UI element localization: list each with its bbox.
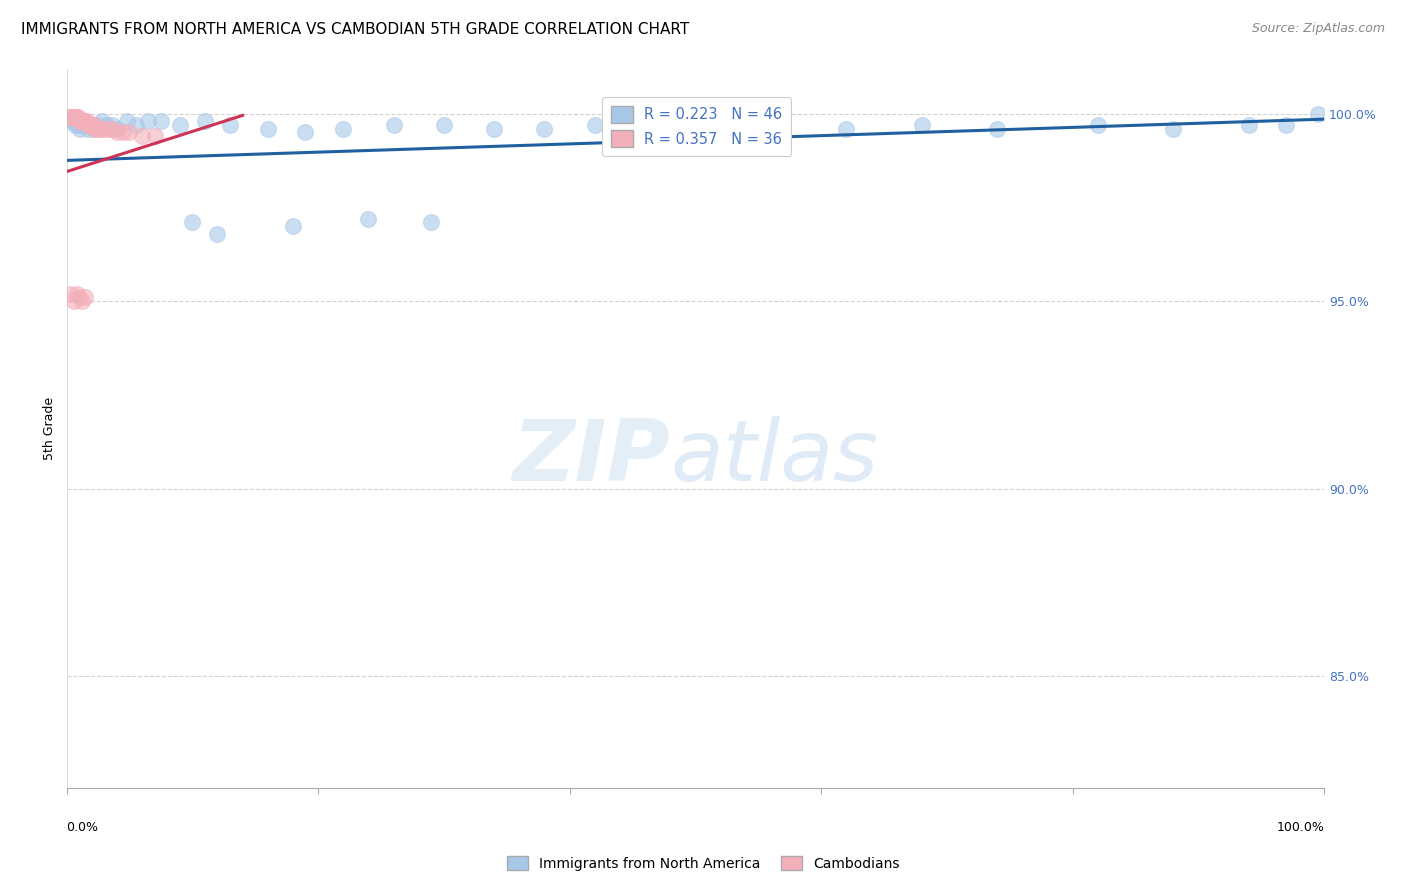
- Y-axis label: 5th Grade: 5th Grade: [44, 397, 56, 460]
- Point: [482, 121, 505, 136]
- Point: [77, 118, 100, 132]
- Point: [70, 293, 93, 308]
- Point: [1161, 121, 1184, 136]
- Point: [420, 215, 443, 229]
- Point: [105, 121, 128, 136]
- Point: [66, 118, 89, 132]
- Point: [58, 110, 80, 124]
- Legend: R = 0.223   N = 46, R = 0.357   N = 36: R = 0.223 N = 46, R = 0.357 N = 36: [602, 97, 792, 156]
- Point: [76, 114, 98, 128]
- Point: [70, 114, 93, 128]
- Point: [67, 114, 90, 128]
- Point: [77, 118, 100, 132]
- Point: [101, 118, 124, 132]
- Point: [79, 118, 101, 132]
- Point: [207, 227, 229, 241]
- Point: [96, 118, 118, 132]
- Point: [67, 290, 90, 304]
- Point: [685, 118, 707, 132]
- Point: [77, 121, 100, 136]
- Point: [986, 121, 1008, 136]
- Point: [84, 121, 107, 136]
- Point: [583, 118, 606, 132]
- Point: [87, 121, 110, 136]
- Point: [136, 114, 159, 128]
- Point: [60, 110, 83, 124]
- Point: [194, 114, 217, 128]
- Point: [72, 114, 94, 128]
- Point: [609, 118, 631, 132]
- Point: [125, 118, 148, 132]
- Point: [75, 290, 97, 304]
- Point: [72, 114, 94, 128]
- Point: [105, 125, 128, 139]
- Point: [115, 114, 138, 128]
- Point: [219, 118, 242, 132]
- Point: [65, 110, 87, 124]
- Point: [87, 118, 110, 132]
- Point: [59, 110, 82, 124]
- Point: [65, 286, 87, 301]
- Point: [62, 114, 84, 128]
- Point: [382, 118, 405, 132]
- Point: [1306, 106, 1329, 120]
- Point: [281, 219, 304, 233]
- Point: [332, 121, 354, 136]
- Point: [131, 128, 153, 143]
- Point: [89, 121, 111, 136]
- Point: [759, 118, 782, 132]
- Point: [101, 121, 124, 136]
- Point: [169, 118, 191, 132]
- Text: IMMIGRANTS FROM NORTH AMERICA VS CAMBODIAN 5TH GRADE CORRELATION CHART: IMMIGRANTS FROM NORTH AMERICA VS CAMBODI…: [21, 22, 689, 37]
- Point: [65, 110, 87, 124]
- Point: [83, 118, 105, 132]
- Point: [143, 128, 166, 143]
- Text: 100.0%: 100.0%: [1277, 821, 1324, 834]
- Point: [118, 125, 141, 139]
- Point: [294, 125, 316, 139]
- Point: [1275, 118, 1298, 132]
- Point: [181, 215, 204, 229]
- Point: [90, 114, 112, 128]
- Point: [1237, 118, 1260, 132]
- Text: Source: ZipAtlas.com: Source: ZipAtlas.com: [1251, 22, 1385, 36]
- Point: [83, 121, 105, 136]
- Point: [82, 118, 104, 132]
- Point: [75, 114, 97, 128]
- Point: [93, 121, 115, 136]
- Text: atlas: atlas: [671, 416, 879, 499]
- Point: [357, 211, 380, 226]
- Point: [66, 110, 89, 124]
- Point: [63, 293, 86, 308]
- Text: 0.0%: 0.0%: [66, 821, 98, 834]
- Point: [911, 118, 934, 132]
- Point: [79, 118, 101, 132]
- Point: [80, 118, 103, 132]
- Text: ZIP: ZIP: [513, 416, 671, 499]
- Point: [256, 121, 278, 136]
- Point: [62, 110, 84, 124]
- Point: [75, 118, 97, 132]
- Point: [433, 118, 456, 132]
- Point: [73, 114, 96, 128]
- Point: [69, 114, 91, 128]
- Point: [59, 286, 82, 301]
- Point: [65, 118, 87, 132]
- Point: [1087, 118, 1109, 132]
- Point: [97, 121, 120, 136]
- Point: [69, 121, 91, 136]
- Point: [112, 125, 135, 139]
- Point: [149, 114, 172, 128]
- Legend: Immigrants from North America, Cambodians: Immigrants from North America, Cambodian…: [501, 850, 905, 876]
- Point: [835, 121, 858, 136]
- Point: [533, 121, 555, 136]
